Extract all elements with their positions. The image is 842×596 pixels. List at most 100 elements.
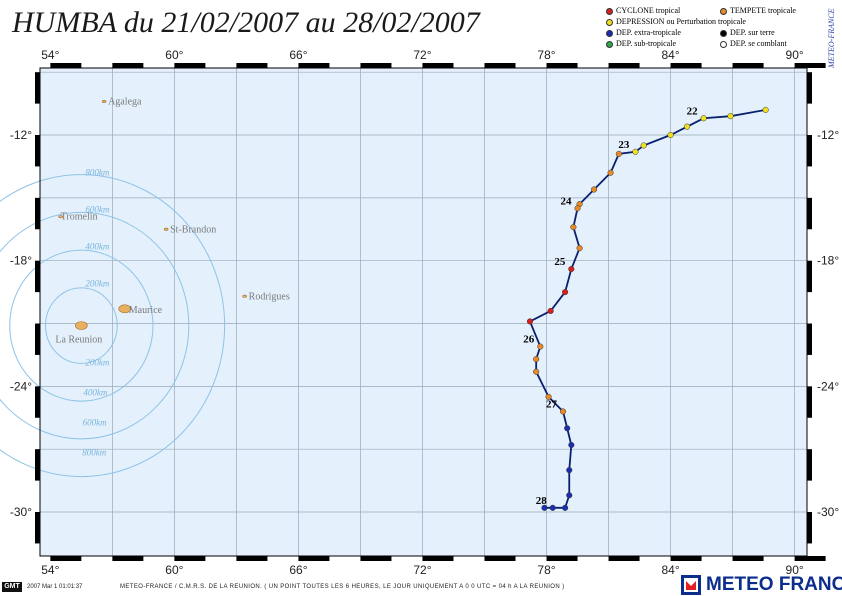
lat-tick-label-left: -24° [10,379,32,393]
track-point [727,113,734,120]
track-point [684,123,691,130]
track-point [615,150,622,157]
lon-tick-label-top: 54° [41,48,59,62]
legend-label: DEPRESSION ou Perturbation tropicale [616,17,746,26]
track-point [591,186,598,193]
track-day-label: 26 [523,334,535,346]
frame-stripe-top [794,63,826,68]
lon-tick-label-bottom: 90° [786,563,804,577]
track-point [566,467,573,474]
meteo-france-brand: METEO FRANCE [706,574,842,595]
track-point [576,245,583,252]
frame-stripe-right [807,512,812,544]
frame-stripe-bottom [670,556,702,561]
range-ring-label-lower: 600km [83,418,107,428]
frame-stripe-right [807,386,812,418]
track-day-label: 24 [561,195,573,207]
frame-stripe-bottom [484,556,516,561]
footer: GMT 2007 Mar 1 01:01:37 METEO-FRANCE / C… [0,574,842,595]
range-ring-label-upper: 400km [85,242,109,252]
track-day-label: 22 [687,105,699,117]
frame-stripe-right [807,449,812,481]
frame-stripe-right [807,323,812,355]
frame-stripe-bottom [794,556,826,561]
range-rings: 200km 200km 400km 400km 600km 600km 800km 800km [0,168,226,478]
range-ring [45,287,118,364]
frame-stripe-left [35,197,40,230]
lon-tick-label-top: 72° [413,48,431,62]
track-point [607,169,614,176]
islands: Agalega Tromelin St-Brandon Rodrigues Mauric… [55,97,290,346]
map-title: HUMBA du 21/02/2007 au 28/02/2007 [12,6,480,39]
island-shape [75,321,88,330]
lon-tick-label-top: 90° [786,48,804,62]
cyclone-track: 22 23 24 25 26 27 28 [523,105,769,511]
track-point [564,425,571,432]
lat-tick-label-right: -30° [817,505,839,519]
legend-dot-cyclone [606,7,613,15]
lon-tick-label-bottom: 54° [41,563,59,577]
frame-stripe-bottom [50,556,82,561]
island-shape [118,304,132,314]
range-ring-label-upper: 200km [85,279,109,289]
lon-tick-label-top: 60° [165,48,183,62]
track-day-label: 25 [554,256,566,268]
island-shape [101,100,107,104]
track-point [568,266,575,273]
frame-stripe-right [807,135,812,167]
track-point [526,318,534,325]
axis-tick-labels: 54° 54° 60° 60° 66° 66° 72° 72° 78° 78° 84° 84° 90° 9… [10,48,840,577]
legend-item-tempete: TEMPETE tropicale [720,6,796,16]
lon-tick-label-bottom: 60° [165,563,183,577]
legend-label: DEP. sur terre [730,28,775,37]
track-point [700,115,707,122]
frame-stripe-bottom [422,556,454,561]
legend-label: DEP. sub-tropicale [616,39,676,48]
frame-stripe-top [608,63,640,68]
map-frame [35,63,826,561]
lat-tick-label-left: -12° [10,128,32,142]
map-background [40,68,807,556]
frame-stripe-bottom [236,556,268,561]
frame-stripe-top [360,63,392,68]
range-ring [9,249,154,402]
range-ring-label-lower: 200km [85,358,109,368]
range-ring-label-upper: 600km [85,205,109,215]
island-label: Agalega [108,97,142,108]
track-point [566,492,573,499]
track-point [537,343,544,350]
legend-label: TEMPETE tropicale [730,6,796,15]
lon-tick-label-bottom: 84° [661,563,679,577]
track-day-label: 28 [536,495,548,507]
legend-label: DEP. se comblant [730,39,787,48]
track-line [528,109,766,509]
range-ring-label-lower: 400km [83,388,107,398]
frame-stripe-top [112,63,144,68]
lon-tick-label-bottom: 78° [537,563,555,577]
track-point [545,393,552,400]
legend-dot-land [720,29,727,37]
lat-tick-label-right: -24° [817,379,839,393]
legend-item-filling: DEP. se comblant [720,39,787,49]
track-point [762,106,769,113]
island-shape [163,227,169,231]
legend-label: DEP. extra-tropicale [616,28,681,37]
track-point [667,131,674,139]
credit-line: METEO-FRANCE / C.M.R.S. DE LA REUNION. (… [120,584,565,590]
frame-stripe-bottom [174,556,206,561]
frame-stripe-top [422,63,454,68]
track-point [533,368,540,375]
legend-dot-filling [720,40,727,48]
frame-stripe-bottom [112,556,144,561]
range-ring [0,211,190,440]
frame-stripe-top [50,63,82,68]
legend-item-depression: DEPRESSION ou Perturbation tropicale [606,17,746,27]
frame-stripe-left [35,135,40,167]
frame-stripe-left [35,386,40,418]
lat-tick-label-left: -30° [10,505,32,519]
frame-stripe-right [807,72,812,104]
legend-item-land: DEP. sur terre [720,28,775,38]
frame-stripe-top [236,63,268,68]
track-day-label: 23 [618,139,630,151]
timestamp: 2007 Mar 1 01:01:37 [27,584,83,590]
